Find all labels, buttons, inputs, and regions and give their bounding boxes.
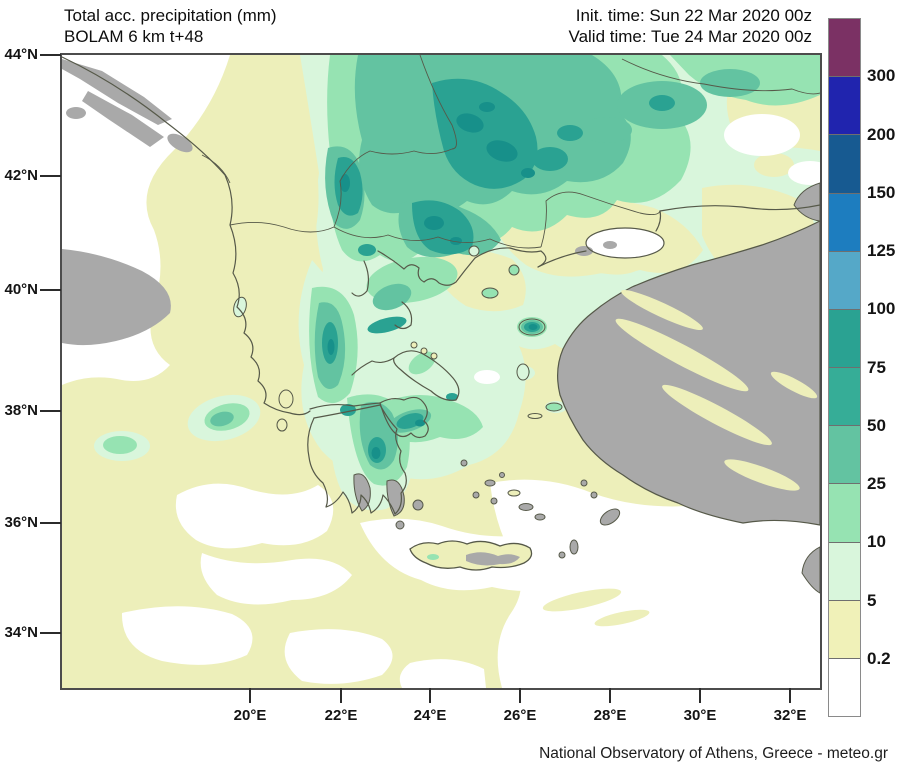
colorbar-label: 125 bbox=[867, 241, 896, 260]
colorbar-segment-100 bbox=[829, 251, 860, 310]
colorbar-segment-min bbox=[829, 658, 860, 717]
lat-tick bbox=[40, 522, 61, 524]
colorbar-segment-300 bbox=[829, 19, 860, 78]
lon-tick bbox=[429, 688, 431, 703]
lon-tick bbox=[249, 688, 251, 703]
lon-tick bbox=[789, 688, 791, 703]
lat-tick bbox=[40, 410, 61, 412]
valid-time: Valid time: Tue 24 Mar 2020 00z bbox=[568, 27, 813, 46]
colorbar-label: 5 bbox=[867, 590, 877, 610]
lat-label: 44°N bbox=[4, 46, 38, 63]
title-block: Total acc. precipitation (mm) BOLAM 6 km… bbox=[64, 5, 277, 47]
credit-text: National Observatory of Athens, Greece -… bbox=[539, 745, 888, 762]
lat-tick bbox=[40, 54, 61, 56]
lat-tick bbox=[40, 289, 61, 291]
colorbar-label: 100 bbox=[867, 299, 896, 319]
map-frame bbox=[60, 53, 822, 690]
colorbar-segment-25 bbox=[829, 426, 860, 485]
colorbar-segment-0.2 bbox=[829, 600, 860, 659]
lat-label: 38°N bbox=[4, 402, 38, 419]
lon-label: 28°E bbox=[593, 707, 627, 724]
lon-label: 20°E bbox=[233, 707, 267, 724]
colorbar-segment-75 bbox=[829, 309, 860, 369]
lon-tick bbox=[699, 688, 701, 703]
lon-label: 32°E bbox=[773, 707, 807, 724]
colorbar-label: 150 bbox=[867, 182, 896, 202]
precipitation-map bbox=[62, 55, 820, 688]
gray-regions bbox=[62, 59, 820, 594]
lon-tick bbox=[609, 688, 611, 703]
lon-label: 30°E bbox=[683, 707, 717, 724]
model-subtitle: BOLAM 6 km t+48 bbox=[64, 27, 204, 46]
lon-label: 24°E bbox=[413, 707, 447, 724]
colorbar-label: 200 bbox=[867, 124, 896, 144]
colorbar-label: 300 bbox=[867, 66, 896, 86]
meteo-logo: Meteo Όλα για τον καιρό bbox=[30, 692, 260, 762]
colorbar-segment-50 bbox=[829, 368, 860, 427]
lat-label: 42°N bbox=[4, 167, 38, 184]
trace-white-regions bbox=[62, 55, 820, 688]
init-time: Init. time: Sun 22 Mar 2020 00z bbox=[575, 6, 812, 25]
colorbar-label: 75 bbox=[867, 357, 886, 377]
colorbar-segment-5 bbox=[829, 542, 860, 601]
coastlines bbox=[62, 56, 820, 515]
lon-tick bbox=[340, 688, 342, 703]
country-borders bbox=[201, 55, 820, 249]
sea-rain-sliver bbox=[542, 588, 622, 612]
crete-island bbox=[409, 540, 533, 571]
colorbar-segment-10 bbox=[829, 484, 860, 543]
dark-teal-cores bbox=[327, 102, 538, 459]
colorbar-segment-200 bbox=[829, 77, 860, 136]
colorbar-label: 50 bbox=[867, 415, 886, 435]
map-title: Total acc. precipitation (mm) bbox=[64, 6, 277, 25]
lon-label: 22°E bbox=[324, 707, 358, 724]
lat-tick bbox=[40, 632, 61, 634]
sea-rain-sliver bbox=[594, 609, 650, 627]
lat-label: 40°N bbox=[4, 281, 38, 298]
colorbar-segment-125 bbox=[829, 193, 860, 252]
colorbar-label: 0.2 bbox=[867, 648, 891, 668]
lat-label: 36°N bbox=[4, 514, 38, 531]
colorbar-segment-150 bbox=[829, 135, 860, 194]
lat-tick bbox=[40, 175, 61, 177]
lon-tick bbox=[519, 688, 521, 703]
lat-label: 34°N bbox=[4, 624, 38, 641]
colorbar-label: 10 bbox=[867, 532, 886, 552]
time-block: Init. time: Sun 22 Mar 2020 00z Valid ti… bbox=[569, 5, 813, 47]
lon-label: 26°E bbox=[503, 707, 537, 724]
colorbar-label: 25 bbox=[867, 474, 886, 493]
aegean-islands bbox=[233, 245, 621, 559]
precipitation-colorbar bbox=[828, 18, 861, 717]
